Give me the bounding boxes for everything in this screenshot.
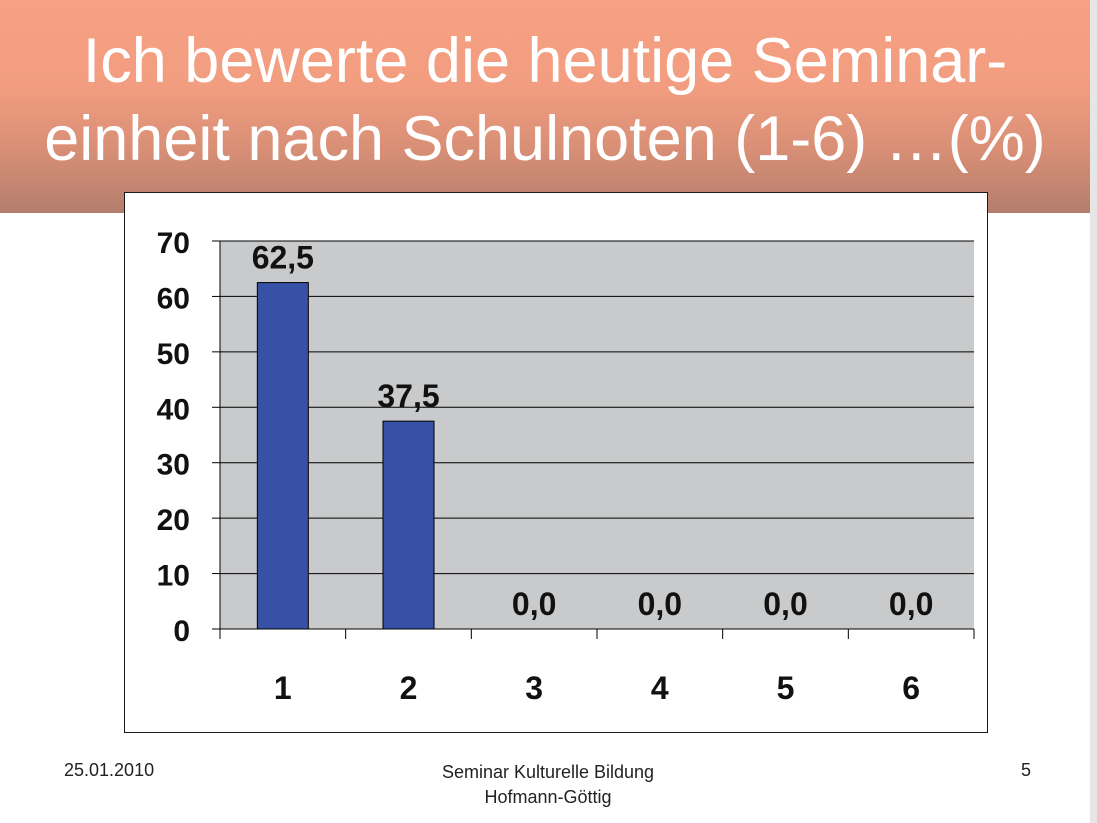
- slide-title-line-1: Ich bewerte die heutige Seminar-: [82, 26, 1008, 96]
- x-tick-label: 5: [777, 670, 795, 706]
- bar: [382, 420, 435, 630]
- chart-frame: 0 10 20 30 40 50 60 70 62,5 1 37,5 2 0,0 3 0,0 4 0,0 5 0,0…: [124, 192, 988, 733]
- data-label: 0,0: [512, 586, 556, 622]
- x-tick-label: 6: [902, 670, 920, 706]
- x-tick-label: 4: [651, 670, 669, 706]
- footer-center: Seminar Kulturelle Bildung Hofmann-Götti…: [398, 760, 698, 810]
- slide-edge: [1090, 0, 1097, 823]
- footer-date: 25.01.2010: [64, 760, 155, 780]
- slide-title: Ich bewerte die heutige Seminar- einheit…: [0, 22, 1090, 178]
- x-tick-label: 1: [274, 670, 292, 706]
- y-tick-label: 20: [157, 504, 190, 537]
- slide-title-line-2: einheit nach Schulnoten (1-6) …(%): [44, 104, 1046, 174]
- y-tick-label: 10: [157, 560, 190, 593]
- y-tick-label: 60: [157, 282, 190, 315]
- data-label: 37,5: [377, 378, 439, 414]
- y-tick-label: 30: [157, 449, 190, 482]
- data-label: 0,0: [638, 586, 682, 622]
- footer-seminar-name: Seminar Kulturelle Bildung: [441, 762, 655, 782]
- plot-area: [220, 241, 974, 629]
- y-tick-label: 40: [157, 393, 190, 426]
- x-tick-label: 3: [525, 670, 543, 706]
- bar-chart: 0 10 20 30 40 50 60 70 62,5 1 37,5 2 0,0 3 0,0 4 0,0 5 0,0…: [157, 227, 975, 706]
- y-tick-label: 50: [157, 338, 190, 371]
- page-number: 5: [1021, 760, 1032, 780]
- data-label: 0,0: [763, 586, 807, 622]
- footer-author: Hofmann-Göttig: [484, 787, 612, 807]
- title-band: [0, 0, 1090, 213]
- bar: [256, 282, 309, 630]
- x-tick-label: 2: [400, 670, 418, 706]
- data-label: 0,0: [889, 586, 933, 622]
- y-tick-label: 70: [157, 227, 190, 260]
- data-label: 62,5: [252, 240, 314, 276]
- y-tick-label: 0: [173, 615, 190, 648]
